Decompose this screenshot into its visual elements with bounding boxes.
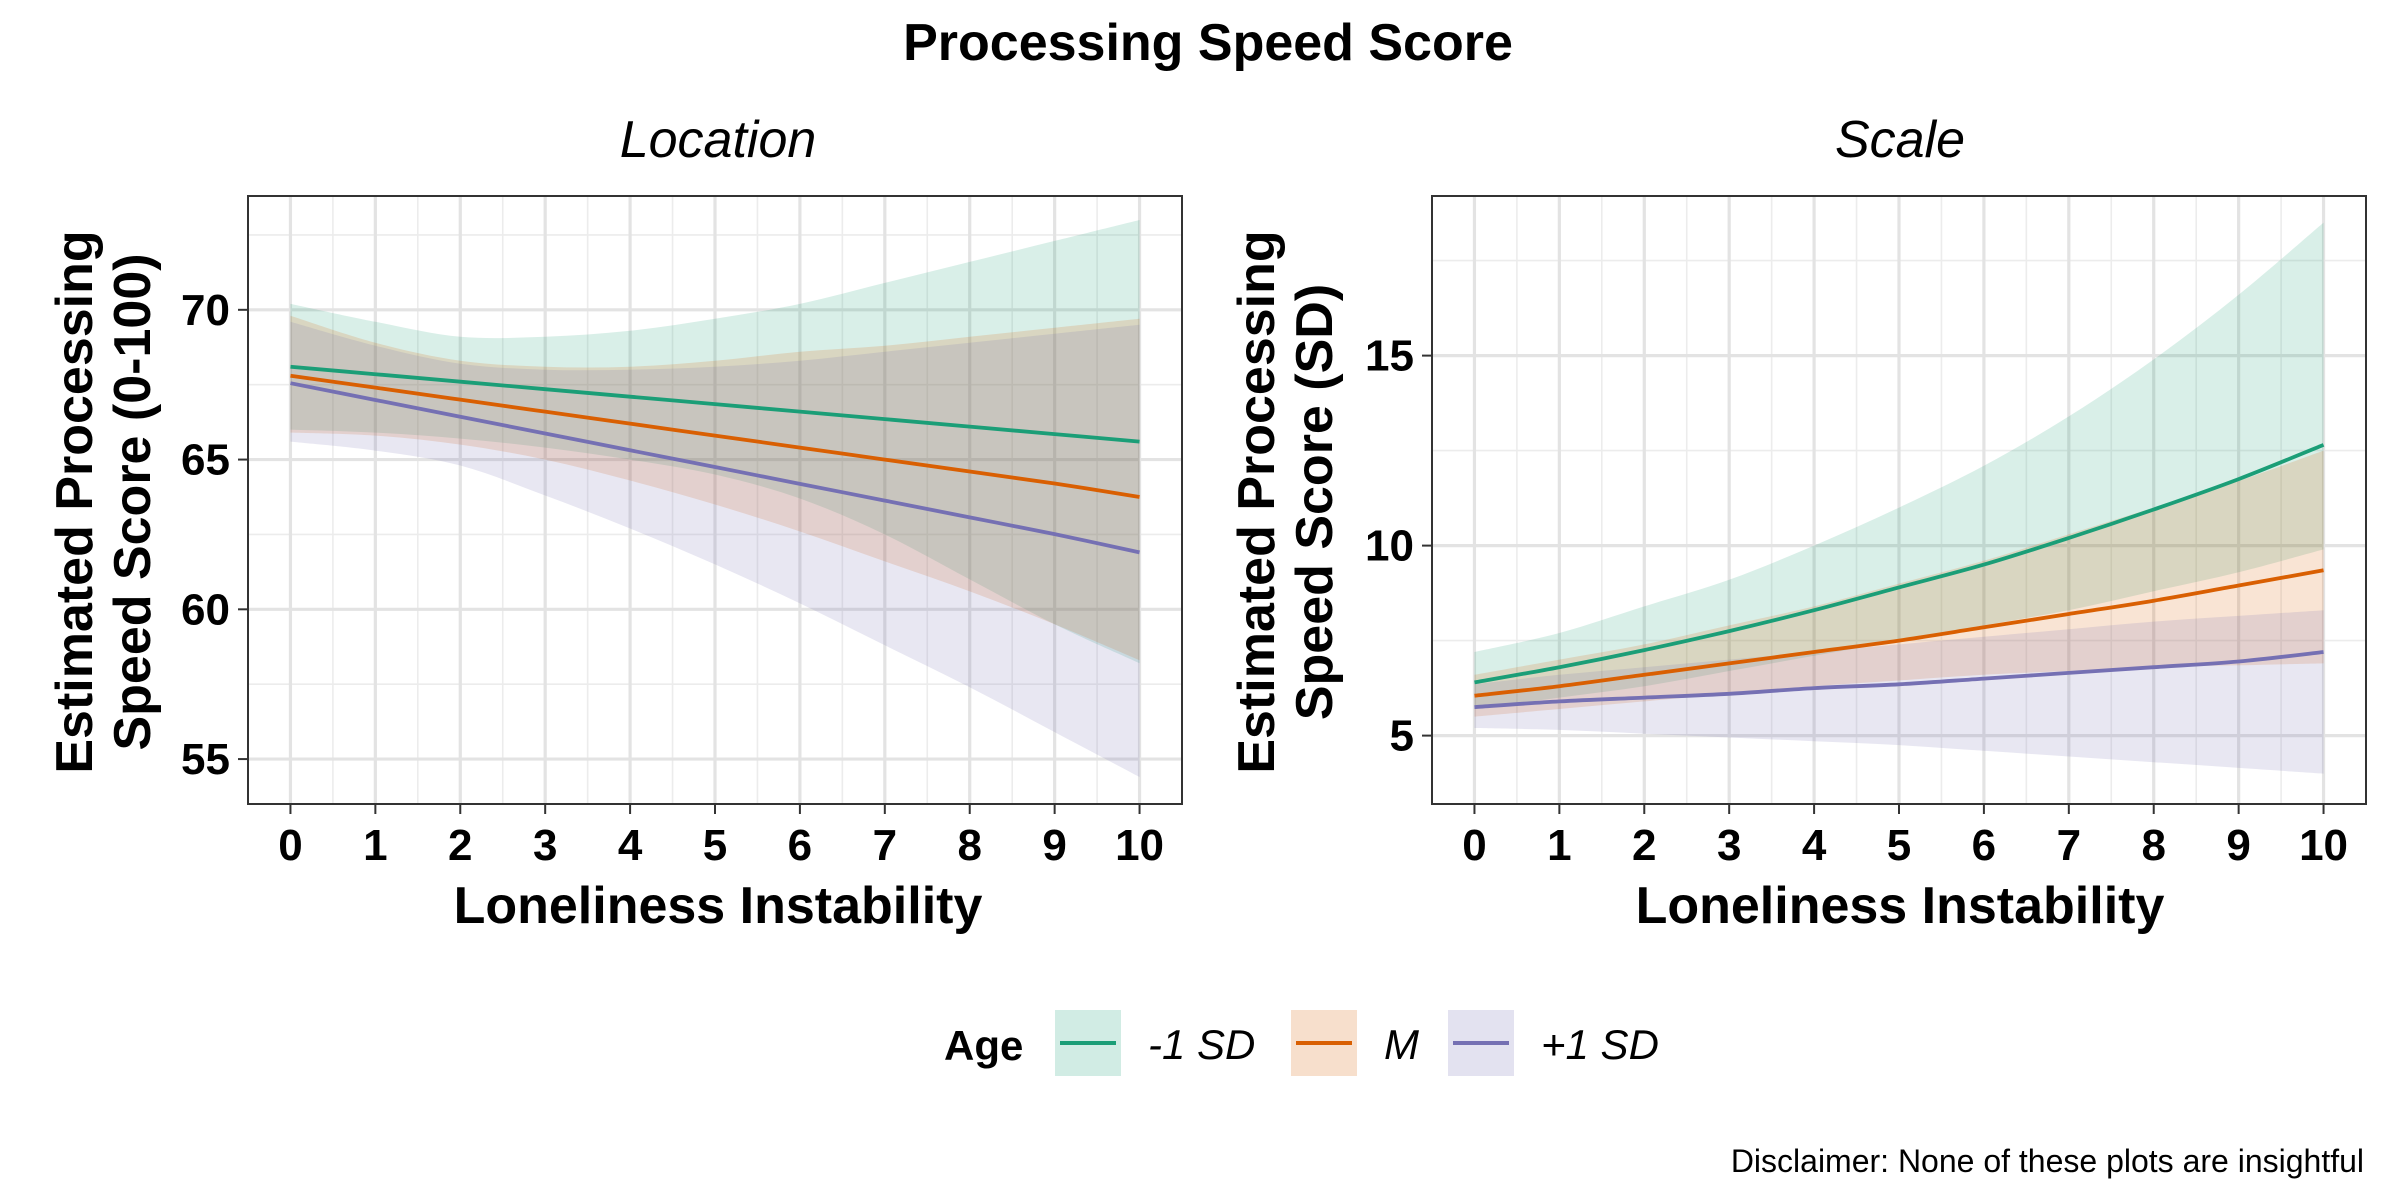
location-x-tick-label: 3 <box>533 821 557 870</box>
location-panel: Location Loneliness Instability Estimate… <box>46 111 1183 935</box>
legend-label-plus1sd: +1 SD <box>1541 1021 1659 1068</box>
legend-item-m: M <box>1291 1010 1419 1076</box>
legend-item-plus1sd: +1 SD <box>1448 1010 1659 1076</box>
scale-confidence-bands <box>1474 222 2324 774</box>
scale-x-tick-label: 8 <box>2141 821 2165 870</box>
location-y-tick-label: 55 <box>181 735 230 784</box>
location-x-tick-label: 10 <box>1115 821 1164 870</box>
scale-panel: Scale Loneliness Instability Estimated P… <box>1228 111 2367 935</box>
location-x-tick-label: 4 <box>618 821 643 870</box>
figure-title: Processing Speed Score <box>903 14 1513 72</box>
location-band-series-0 <box>290 219 1140 664</box>
legend-label-m: M <box>1384 1021 1419 1068</box>
location-line-series-2 <box>290 381 1140 555</box>
location-line-series-0 <box>290 364 1140 444</box>
legend: Age -1 SD M +1 SD <box>944 1010 1659 1076</box>
location-x-tick-label: 1 <box>363 821 387 870</box>
location-x-tick-label: 0 <box>278 821 302 870</box>
legend-item-minus1sd: -1 SD <box>1055 1010 1255 1076</box>
scale-axis-ticks: 0 1 2 3 4 5 6 7 8 9 10 5 10 15 <box>1365 332 2348 870</box>
scale-y-axis-label-line2: Speed Score (SD) <box>1286 284 1344 720</box>
location-x-tick-label: 5 <box>703 821 727 870</box>
location-confidence-bands <box>290 219 1140 778</box>
scale-x-tick-label: 5 <box>1887 821 1911 870</box>
location-line-series-1 <box>290 373 1140 499</box>
location-x-tick-label: 7 <box>873 821 897 870</box>
scale-line-series-1 <box>1474 568 2324 698</box>
location-y-tick-label: 70 <box>181 286 230 335</box>
scale-line-series-0 <box>1474 443 2325 685</box>
scale-y-axis-label-line1: Estimated Processing <box>1228 230 1286 773</box>
scale-band-series-2 <box>1474 610 2324 774</box>
scale-x-tick-label: 6 <box>1972 821 1996 870</box>
location-x-axis-label: Loneliness Instability <box>454 877 983 935</box>
location-axis-ticks: 0 1 2 3 4 5 6 7 8 9 10 55 60 65 70 <box>181 286 1164 870</box>
scale-y-tick-label: 10 <box>1365 522 1414 571</box>
scale-panel-title: Scale <box>1835 111 1965 169</box>
location-band-series-2 <box>290 321 1140 778</box>
scale-y-tick-label: 5 <box>1390 712 1414 761</box>
scale-x-tick-label: 2 <box>1632 821 1656 870</box>
location-panel-title: Location <box>620 111 817 169</box>
scale-lines <box>1474 443 2325 709</box>
location-x-tick-label: 6 <box>788 821 812 870</box>
location-band-series-1 <box>290 315 1140 661</box>
scale-x-tick-label: 10 <box>2299 821 2348 870</box>
legend-title: Age <box>944 1022 1023 1069</box>
scale-x-tick-label: 4 <box>1802 821 1827 870</box>
location-y-tick-label: 65 <box>181 436 230 485</box>
scale-x-axis-label: Loneliness Instability <box>1636 877 2165 935</box>
scale-line-series-2 <box>1474 650 2324 709</box>
location-x-tick-label: 8 <box>957 821 981 870</box>
location-gridlines <box>248 196 1182 804</box>
scale-gridlines <box>1432 196 2366 804</box>
location-x-tick-label: 9 <box>1042 821 1066 870</box>
location-y-axis-label-line1: Estimated Processing <box>46 230 104 773</box>
scale-band-series-0 <box>1474 222 2324 709</box>
scale-x-tick-label: 1 <box>1547 821 1571 870</box>
scale-y-tick-label: 15 <box>1365 332 1414 381</box>
location-x-tick-label: 2 <box>448 821 472 870</box>
location-y-axis-label-line2: Speed Score (0-100) <box>104 253 162 750</box>
scale-x-tick-label: 9 <box>2226 821 2250 870</box>
caption: Disclaimer: None of these plots are insi… <box>1731 1143 2364 1179</box>
location-lines <box>290 364 1140 555</box>
legend-label-minus1sd: -1 SD <box>1148 1021 1255 1068</box>
scale-x-tick-label: 0 <box>1462 821 1486 870</box>
scale-band-series-1 <box>1474 450 2324 717</box>
scale-x-tick-label: 7 <box>2057 821 2081 870</box>
location-y-tick-label: 60 <box>181 585 230 634</box>
scale-x-tick-label: 3 <box>1717 821 1741 870</box>
